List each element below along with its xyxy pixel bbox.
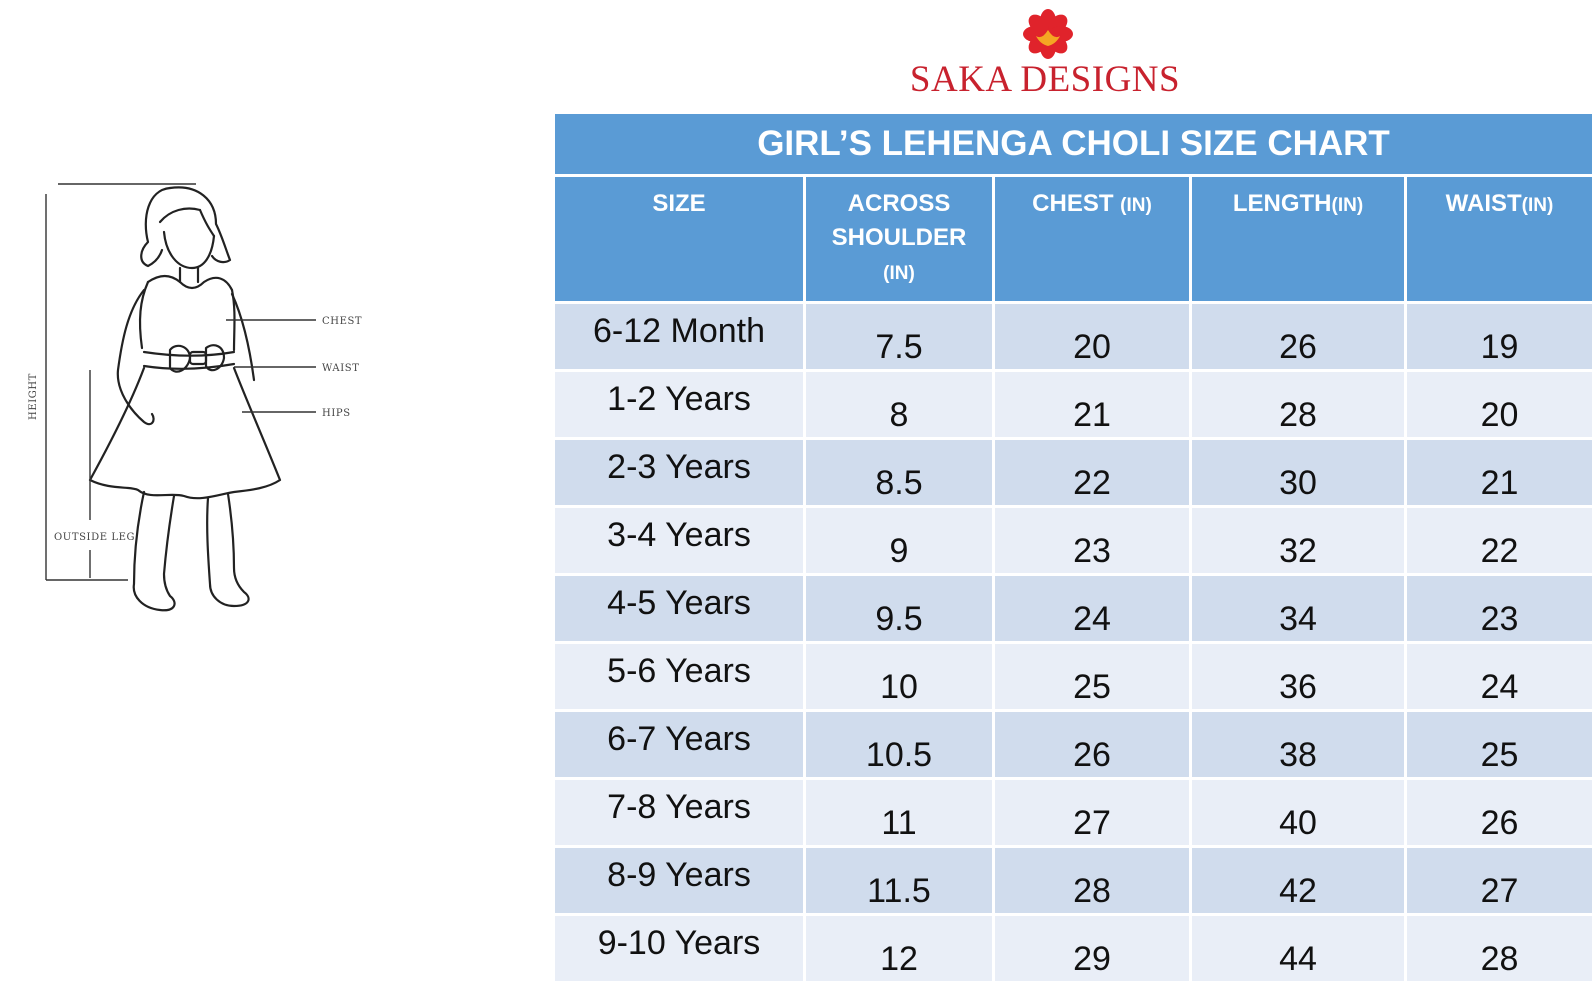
value-cell: 34 <box>1192 576 1404 641</box>
size-cell: 5-6 Years <box>555 644 803 709</box>
table-row: 8-9 Years 11.5 28 42 27 <box>555 848 1592 913</box>
size-cell: 2-3 Years <box>555 440 803 505</box>
table-body: 6-12 Month 7.5 20 26 19 1-2 Years 8 21 28 20 2-3 Y… <box>555 304 1592 981</box>
lotus-logo-icon <box>1023 9 1073 59</box>
column-header-length: LENGTH(IN) <box>1192 177 1404 301</box>
size-chart-table: GIRL’S LEHENGA CHOLI SIZE CHART SIZE ACR… <box>552 111 1595 984</box>
value-cell: 11 <box>806 780 992 845</box>
table-row: 5-6 Years 10 25 36 24 <box>555 644 1592 709</box>
table-row: 7-8 Years 11 27 40 26 <box>555 780 1592 845</box>
value-cell: 10.5 <box>806 712 992 777</box>
value-cell: 32 <box>1192 508 1404 573</box>
value-cell: 44 <box>1192 916 1404 981</box>
size-cell: 4-5 Years <box>555 576 803 641</box>
value-cell: 21 <box>995 372 1189 437</box>
table-row: 4-5 Years 9.5 24 34 23 <box>555 576 1592 641</box>
size-cell: 6-7 Years <box>555 712 803 777</box>
value-cell: 26 <box>1192 304 1404 369</box>
value-cell: 11.5 <box>806 848 992 913</box>
value-cell: 7.5 <box>806 304 992 369</box>
value-cell: 8 <box>806 372 992 437</box>
value-cell: 9 <box>806 508 992 573</box>
value-cell: 23 <box>1407 576 1592 641</box>
value-cell: 28 <box>995 848 1189 913</box>
value-cell: 24 <box>995 576 1189 641</box>
value-cell: 23 <box>995 508 1189 573</box>
value-cell: 12 <box>806 916 992 981</box>
value-cell: 29 <box>995 916 1189 981</box>
size-cell: 9-10 Years <box>555 916 803 981</box>
value-cell: 40 <box>1192 780 1404 845</box>
value-cell: 24 <box>1407 644 1592 709</box>
header-row: SIZE ACROSS SHOULDER (IN) CHEST (IN) LEN… <box>555 177 1592 301</box>
table-row: 3-4 Years 9 23 32 22 <box>555 508 1592 573</box>
table-row: 9-10 Years 12 29 44 28 <box>555 916 1592 981</box>
value-cell: 28 <box>1407 916 1592 981</box>
value-cell: 22 <box>1407 508 1592 573</box>
table-row: 6-7 Years 10.5 26 38 25 <box>555 712 1592 777</box>
value-cell: 9.5 <box>806 576 992 641</box>
column-header-chest: CHEST (IN) <box>995 177 1189 301</box>
value-cell: 20 <box>995 304 1189 369</box>
outside-leg-label: OUTSIDE LEG <box>54 532 135 543</box>
height-label: HEIGHT <box>28 373 39 420</box>
value-cell: 26 <box>1407 780 1592 845</box>
column-header-across-shoulder: ACROSS SHOULDER (IN) <box>806 177 992 301</box>
size-cell: 1-2 Years <box>555 372 803 437</box>
value-cell: 36 <box>1192 644 1404 709</box>
size-cell: 3-4 Years <box>555 508 803 573</box>
table-row: 1-2 Years 8 21 28 20 <box>555 372 1592 437</box>
value-cell: 22 <box>995 440 1189 505</box>
waist-label: WAIST <box>322 363 359 374</box>
size-cell: 8-9 Years <box>555 848 803 913</box>
size-cell: 6-12 Month <box>555 304 803 369</box>
value-cell: 21 <box>1407 440 1592 505</box>
value-cell: 25 <box>1407 712 1592 777</box>
chest-label: CHEST <box>322 316 362 327</box>
value-cell: 8.5 <box>806 440 992 505</box>
hips-label: HIPS <box>322 408 351 419</box>
value-cell: 27 <box>995 780 1189 845</box>
value-cell: 42 <box>1192 848 1404 913</box>
value-cell: 27 <box>1407 848 1592 913</box>
value-cell: 26 <box>995 712 1189 777</box>
value-cell: 25 <box>995 644 1189 709</box>
value-cell: 30 <box>1192 440 1404 505</box>
value-cell: 19 <box>1407 304 1592 369</box>
table-row: 6-12 Month 7.5 20 26 19 <box>555 304 1592 369</box>
value-cell: 28 <box>1192 372 1404 437</box>
chart-title: GIRL’S LEHENGA CHOLI SIZE CHART <box>555 114 1592 174</box>
girl-illustration: CHEST WAIST HIPS HEIGHT OUTSIDE LEG <box>28 183 362 612</box>
column-header-size: SIZE <box>555 177 803 301</box>
size-cell: 7-8 Years <box>555 780 803 845</box>
value-cell: 20 <box>1407 372 1592 437</box>
value-cell: 10 <box>806 644 992 709</box>
column-header-waist: WAIST(IN) <box>1407 177 1592 301</box>
brand-name: SAKA DESIGNS <box>909 59 1181 100</box>
value-cell: 38 <box>1192 712 1404 777</box>
table-row: 2-3 Years 8.5 22 30 21 <box>555 440 1592 505</box>
